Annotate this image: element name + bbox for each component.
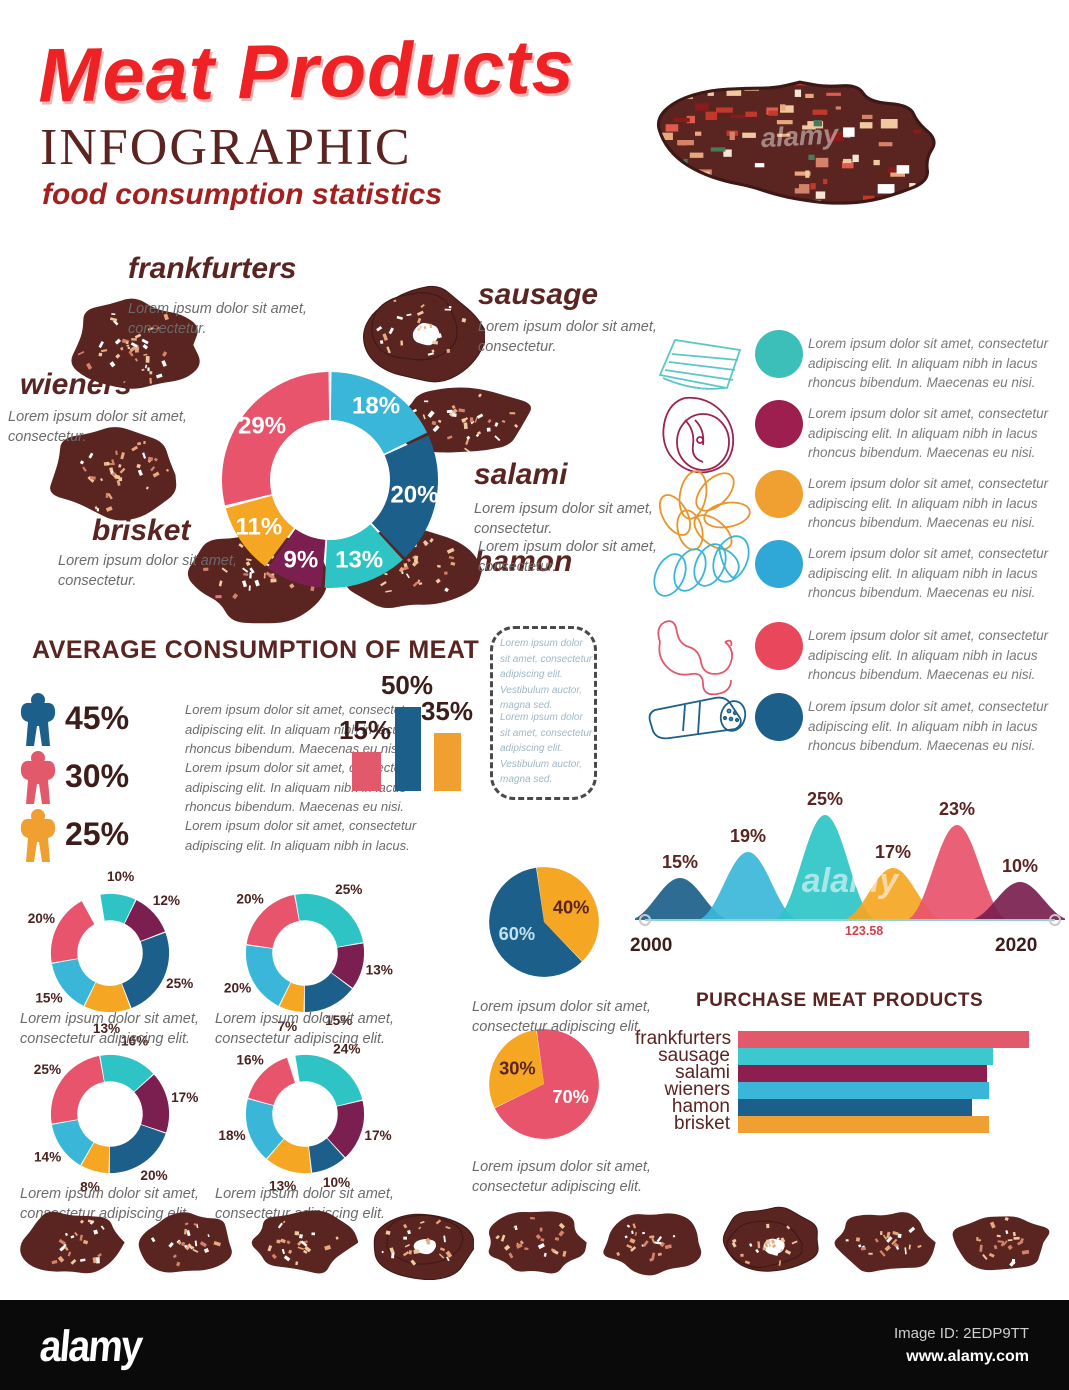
svg-text:13%: 13%	[366, 962, 393, 977]
svg-text:25%: 25%	[34, 1062, 61, 1077]
svg-text:20%: 20%	[28, 911, 55, 926]
svg-text:30%: 30%	[499, 1058, 536, 1079]
svg-text:alamy: alamy	[802, 862, 900, 900]
svg-text:10%: 10%	[1002, 856, 1038, 876]
svg-text:10%: 10%	[107, 869, 134, 884]
svg-text:25%: 25%	[807, 789, 843, 809]
svg-text:25%: 25%	[335, 882, 362, 897]
svg-text:23%: 23%	[939, 799, 975, 819]
svg-text:9%: 9%	[284, 546, 319, 573]
svg-text:12%: 12%	[153, 893, 180, 908]
svg-text:25%: 25%	[166, 976, 193, 991]
svg-text:15%: 15%	[662, 852, 698, 872]
svg-text:40%: 40%	[553, 897, 590, 918]
svg-text:20%: 20%	[224, 980, 251, 995]
svg-text:20%: 20%	[390, 481, 438, 508]
svg-text:19%: 19%	[730, 826, 766, 846]
svg-text:11%: 11%	[236, 514, 283, 541]
svg-text:14%: 14%	[34, 1150, 61, 1165]
svg-text:20%: 20%	[236, 892, 263, 907]
svg-text:13%: 13%	[335, 546, 383, 573]
svg-text:70%: 70%	[552, 1086, 589, 1107]
svg-text:15%: 15%	[35, 991, 62, 1006]
svg-text:18%: 18%	[218, 1128, 245, 1143]
svg-text:29%: 29%	[238, 413, 286, 440]
svg-text:60%: 60%	[499, 923, 536, 944]
svg-text:16%: 16%	[236, 1053, 263, 1068]
svg-text:17%: 17%	[364, 1128, 391, 1143]
svg-text:17%: 17%	[875, 842, 911, 862]
svg-text:17%: 17%	[171, 1090, 198, 1105]
svg-text:20%: 20%	[140, 1168, 167, 1183]
svg-text:18%: 18%	[352, 393, 400, 420]
svg-text:alamy: alamy	[760, 118, 841, 153]
